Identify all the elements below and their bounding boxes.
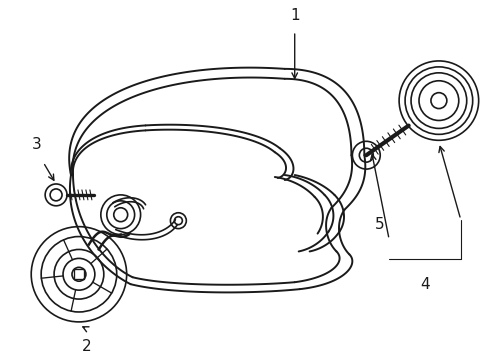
Text: 3: 3: [31, 137, 41, 152]
Text: 4: 4: [419, 277, 429, 292]
Text: 1: 1: [289, 8, 299, 23]
Text: 5: 5: [374, 217, 384, 232]
Text: 2: 2: [82, 339, 92, 354]
